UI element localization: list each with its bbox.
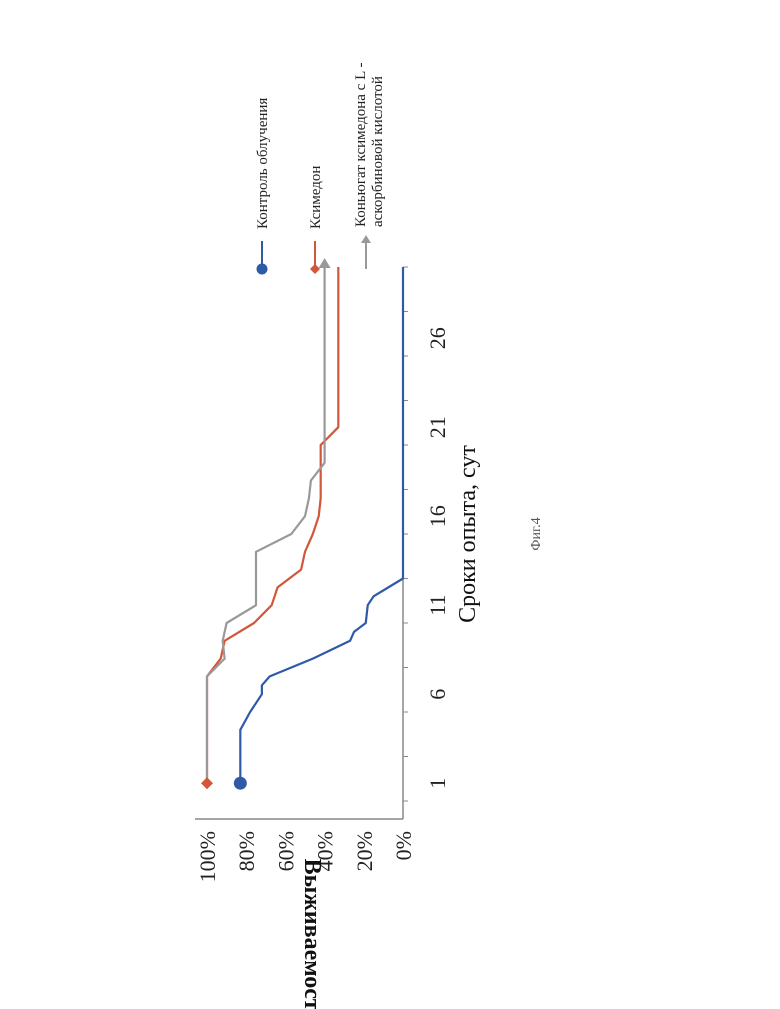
rotated-chart-group: 16111621260%20%40%60%80%100%Сроки опыта,… [195, 63, 544, 1009]
series-line-0 [240, 267, 403, 783]
legend-label-0: Контроль облучения [255, 98, 271, 229]
y-tick-label: 80% [234, 831, 259, 871]
legend-marker-0 [257, 264, 268, 275]
series-line-2 [207, 267, 325, 783]
text-layer: 16111621260%20%40%60%80%100%Сроки опыта,… [195, 63, 544, 1009]
legend-label-2-line2: аскорбиновой кислотой [370, 76, 386, 227]
series-line-1 [207, 267, 338, 783]
series-end-marker-2 [319, 258, 331, 268]
x-tick-label: 11 [425, 595, 450, 616]
series-layer [201, 258, 403, 790]
y-tick-label: 20% [352, 831, 377, 871]
x-tick-label: 21 [425, 416, 450, 438]
y-tick-label: 100% [195, 831, 220, 882]
legend-marker-2 [361, 235, 371, 243]
y-tick-label: 0% [391, 831, 416, 860]
x-axis-title: Сроки опыта, сут [455, 445, 481, 623]
series-start-marker-1 [201, 777, 213, 789]
y-axis-title: Выживаемость [299, 859, 325, 1009]
legend-label-2: Коньюгат ксимедона с L - [353, 63, 369, 227]
x-tick-label: 6 [425, 689, 450, 700]
y-tick-label: 60% [273, 831, 298, 871]
legend-marker-1 [310, 264, 320, 274]
legend-label-1: Ксимедон [308, 166, 324, 229]
x-tick-label: 16 [425, 505, 450, 527]
axes-layer [195, 267, 408, 819]
x-tick-label: 26 [425, 327, 450, 349]
figure-caption: Фиг.4 [529, 517, 544, 550]
series-start-marker-0 [234, 777, 247, 790]
x-tick-label: 1 [425, 778, 450, 789]
